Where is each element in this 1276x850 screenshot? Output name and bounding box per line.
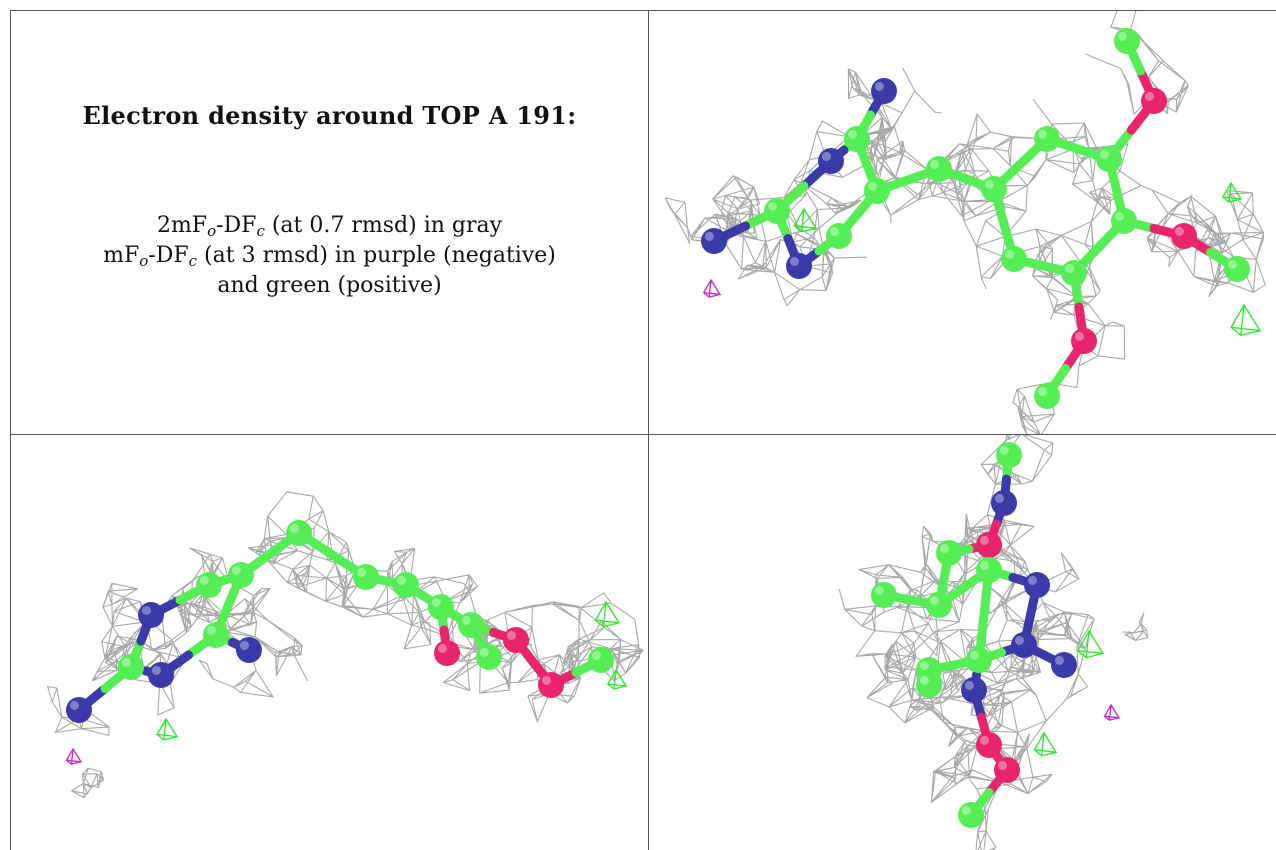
atom-carbon bbox=[588, 647, 614, 673]
atom-oxygen bbox=[1171, 223, 1197, 249]
mesh-2fofc-gray-fragment bbox=[71, 767, 105, 799]
atom-carbon bbox=[1114, 28, 1140, 54]
atom-carbon bbox=[826, 223, 852, 249]
positive-density-blob bbox=[1076, 629, 1105, 659]
atom-carbon bbox=[196, 572, 222, 598]
caption-title: Electron density around TOP A 191: bbox=[82, 101, 577, 130]
atom-oxygen bbox=[1141, 88, 1167, 114]
atom-oxygen bbox=[538, 672, 564, 698]
mesh-2fofc-gray bbox=[47, 491, 644, 736]
atom-carbon bbox=[1061, 260, 1087, 286]
view-bottom-left bbox=[11, 435, 648, 850]
density-view-end-on bbox=[838, 435, 1149, 850]
positive-density-blob bbox=[1033, 731, 1058, 757]
atom-nitrogen bbox=[148, 662, 174, 688]
atom-nitrogen bbox=[236, 637, 262, 663]
caption-line-fofc: mFo-DFc (at 3 rmsd) in purple (negative) bbox=[103, 243, 556, 270]
atom-carbon bbox=[286, 520, 312, 546]
positive-density-blob bbox=[793, 207, 818, 233]
atom-carbon bbox=[228, 562, 254, 588]
mesh-2fofc-gray bbox=[838, 435, 1095, 850]
atom-carbon bbox=[958, 802, 984, 828]
ligand-face-on-atoms bbox=[701, 28, 1250, 409]
atom-nitrogen bbox=[961, 677, 987, 703]
atom-nitrogen bbox=[1024, 572, 1050, 598]
atom-carbon bbox=[353, 564, 379, 590]
atom-oxygen bbox=[976, 732, 1002, 758]
atom-carbon bbox=[981, 176, 1007, 202]
atom-carbon bbox=[844, 126, 870, 152]
positive-density-blob bbox=[606, 668, 628, 690]
atom-carbon bbox=[996, 442, 1022, 468]
atom-carbon bbox=[1034, 383, 1060, 409]
atom-carbon bbox=[764, 198, 790, 224]
atom-carbon bbox=[1111, 208, 1137, 234]
caption-body: 2mFo-DFc (at 0.7 rmsd) in gray mFo-DFc (… bbox=[11, 211, 648, 301]
atom-carbon bbox=[871, 582, 897, 608]
atom-carbon bbox=[476, 644, 502, 670]
positive-density-blob bbox=[156, 717, 179, 741]
grid-middle-divider bbox=[10, 434, 1276, 435]
atom-nitrogen bbox=[818, 148, 844, 174]
atom-carbon bbox=[1096, 146, 1122, 172]
atom-nitrogen bbox=[991, 490, 1017, 516]
density-view-face-on bbox=[664, 11, 1266, 434]
caption-cell: Electron density around TOP A 191: 2mFo-… bbox=[11, 11, 648, 434]
atom-oxygen bbox=[434, 640, 460, 666]
negative-density-blob bbox=[702, 278, 722, 298]
atom-carbon bbox=[1034, 126, 1060, 152]
atom-oxygen bbox=[503, 627, 529, 653]
grid-left-border bbox=[10, 10, 11, 850]
atom-carbon bbox=[936, 540, 962, 566]
atom-carbon bbox=[966, 647, 992, 673]
atom-carbon bbox=[864, 178, 890, 204]
atom-nitrogen bbox=[138, 602, 164, 628]
atom-nitrogen bbox=[1051, 652, 1077, 678]
atom-nitrogen bbox=[1011, 632, 1037, 658]
positive-density-blob bbox=[594, 600, 621, 628]
atom-nitrogen bbox=[786, 253, 812, 279]
atom-oxygen bbox=[1071, 328, 1097, 354]
atom-nitrogen bbox=[701, 228, 727, 254]
caption-line-colors: and green (positive) bbox=[217, 273, 442, 298]
atom-carbon bbox=[393, 572, 419, 598]
atom-oxygen bbox=[976, 532, 1002, 558]
density-view-side-on bbox=[47, 491, 644, 799]
ligand-end-on-atoms bbox=[871, 442, 1077, 828]
positive-density-blob bbox=[1221, 181, 1243, 203]
atom-carbon bbox=[428, 594, 454, 620]
atom-carbon bbox=[976, 557, 1002, 583]
atom-carbon bbox=[916, 672, 942, 698]
view-bottom-right bbox=[649, 435, 1276, 850]
atom-carbon bbox=[118, 654, 144, 680]
mesh-2fofc-gray-fragment bbox=[1122, 612, 1149, 642]
atom-carbon bbox=[926, 592, 952, 618]
positive-density-blob bbox=[1230, 303, 1262, 337]
grid-center-divider bbox=[648, 10, 649, 850]
atom-carbon bbox=[458, 612, 484, 638]
atom-nitrogen bbox=[66, 697, 92, 723]
negative-density-blob bbox=[65, 747, 83, 765]
atom-nitrogen bbox=[871, 78, 897, 104]
atom-carbon bbox=[1224, 256, 1250, 282]
negative-density-blob bbox=[1103, 703, 1121, 721]
atom-carbon bbox=[926, 156, 952, 182]
grid-top-border bbox=[10, 10, 1276, 11]
atom-carbon bbox=[1001, 246, 1027, 272]
caption-line-2fofc: 2mFo-DFc (at 0.7 rmsd) in gray bbox=[156, 213, 503, 240]
view-top-right bbox=[649, 11, 1276, 434]
ligand-side-on-atoms bbox=[66, 520, 614, 723]
atom-oxygen bbox=[994, 757, 1020, 783]
atom-carbon bbox=[203, 622, 229, 648]
